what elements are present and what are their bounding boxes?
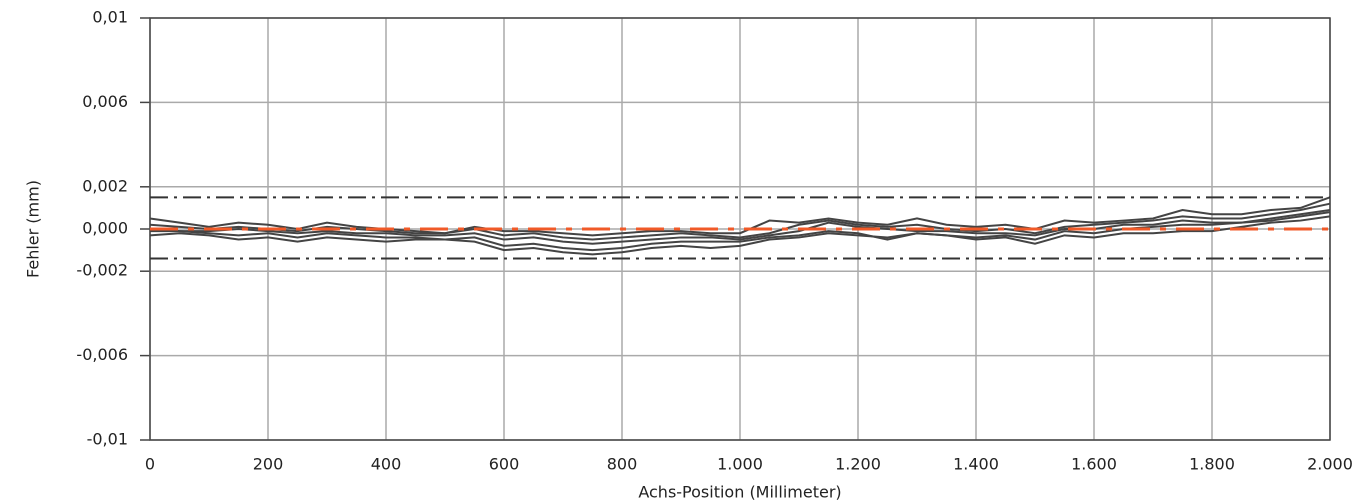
x-tick-label: 1.000 <box>717 455 763 474</box>
x-tick-label: 1.200 <box>835 455 881 474</box>
x-tick-label: 600 <box>489 455 520 474</box>
x-tick-label: 1.400 <box>953 455 999 474</box>
y-tick-label: 0,002 <box>82 176 128 195</box>
y-tick-label: -0,006 <box>76 345 128 364</box>
y-tick-label: -0,01 <box>87 430 128 449</box>
series-line <box>149 209 1331 245</box>
y-tick-label: 0,006 <box>82 92 128 111</box>
series-line <box>149 196 1331 237</box>
x-tick-label: 0 <box>145 455 155 474</box>
x-tick-label: 1.600 <box>1071 455 1117 474</box>
series-line <box>149 202 1331 241</box>
y-tick-label: -0,002 <box>76 261 128 280</box>
x-tick-label: 2.000 <box>1307 455 1353 474</box>
x-tick-label: 200 <box>253 455 284 474</box>
x-tick-label: 800 <box>607 455 638 474</box>
y-axis-label: Fehler (mm) <box>24 180 43 278</box>
series-line <box>149 215 1331 256</box>
y-tick-label: 0,000 <box>82 219 128 238</box>
x-axis-label: Achs-Position (Millimeter) <box>638 483 841 502</box>
y-tick-label: 0,01 <box>92 8 128 27</box>
x-tick-label: 1.800 <box>1189 455 1235 474</box>
x-tick-label: 400 <box>371 455 402 474</box>
